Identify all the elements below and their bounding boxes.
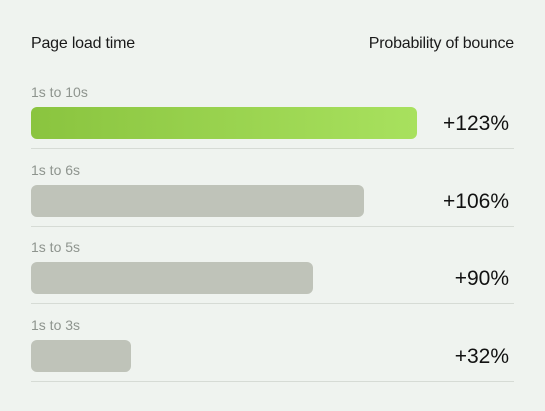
category-label: 1s to 10s — [31, 84, 88, 100]
bar — [31, 339, 131, 372]
value-label: +123% — [443, 112, 509, 135]
bar — [31, 184, 364, 217]
row-divider — [31, 380, 514, 382]
bar — [31, 262, 313, 294]
category-label: 1s to 5s — [31, 239, 81, 255]
value-label: +106% — [443, 189, 509, 213]
row-divider — [31, 303, 514, 304]
value-label: +32% — [454, 344, 509, 368]
category-label: 1s to 3s — [31, 316, 81, 333]
category-label: 1s to 6s — [31, 161, 81, 178]
row-divider — [31, 148, 514, 149]
row-divider — [31, 225, 514, 227]
header-page-load-time: Page load time — [31, 35, 135, 52]
value-label: +90% — [454, 267, 509, 290]
bar — [31, 107, 417, 139]
header-probability-of-bounce: Probability of bounce — [368, 35, 514, 52]
